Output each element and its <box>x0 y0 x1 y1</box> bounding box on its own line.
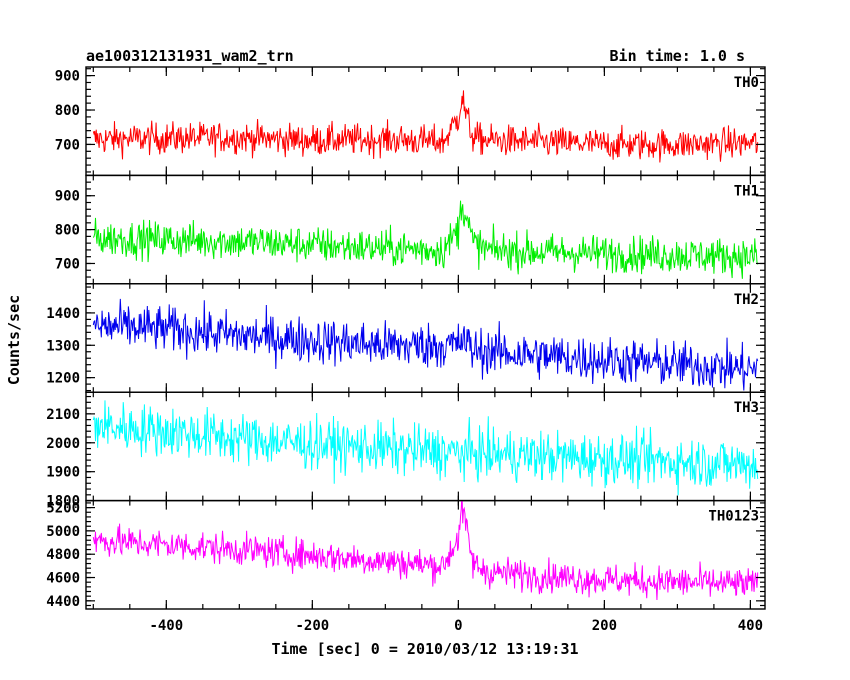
x-tick-label: 0 <box>454 618 462 634</box>
y-axis-label: Counts/sec <box>5 295 23 385</box>
bin-time-label: Bin time: 1.0 s <box>610 47 745 65</box>
panel-th0-frame <box>85 66 766 177</box>
y-tick-label: 4600 <box>46 571 80 587</box>
y-tick-label: 4800 <box>46 547 80 563</box>
series-label-th2: TH2 <box>734 292 759 308</box>
panel-th0123-frame <box>85 499 766 610</box>
series-th1-line <box>92 200 759 279</box>
y-tick-label: 700 <box>55 256 80 272</box>
x-tick-label: -200 <box>295 618 329 634</box>
series-th3-line <box>92 400 759 496</box>
y-tick-label: 5200 <box>46 501 80 517</box>
series-label-th0: TH0 <box>734 75 759 91</box>
series-label-th1: TH1 <box>734 183 759 199</box>
x-tick-label: 400 <box>738 618 763 634</box>
y-tick-label: 1900 <box>46 465 80 481</box>
y-tick-label: 800 <box>55 223 80 239</box>
series-label-th3: TH3 <box>734 400 759 416</box>
y-tick-label: 2000 <box>46 436 80 452</box>
y-tick-label: 1400 <box>46 306 80 322</box>
x-axis-label: Time [sec] 0 = 2010/03/12 13:19:31 <box>271 640 578 658</box>
y-tick-label: 800 <box>55 103 80 119</box>
series-th0-line <box>92 90 759 163</box>
y-tick-label: 900 <box>55 189 80 205</box>
y-tick-label: 1300 <box>46 338 80 354</box>
y-tick-label: 1200 <box>46 371 80 387</box>
y-tick-label: 2100 <box>46 407 80 423</box>
x-axis: -400 -200 0 200 400 <box>149 618 763 634</box>
panels-group: TH0 700 800 900 TH1 700 800 900 TH2 1200 1300 1400 T… <box>46 66 766 610</box>
y-tick-label: 1800 <box>46 494 80 510</box>
series-label-th0123: TH0123 <box>708 509 759 525</box>
y-tick-label: 5000 <box>46 524 80 540</box>
y-tick-label: 900 <box>55 69 80 85</box>
y-tick-label: 4400 <box>46 594 80 610</box>
x-tick-label: -400 <box>149 618 183 634</box>
series-th0123-line <box>92 500 759 601</box>
series-th2-line <box>92 298 759 391</box>
chart-title: ae100312131931_wam2_trn <box>86 47 294 65</box>
y-tick-label: 700 <box>55 137 80 153</box>
x-tick-label: 200 <box>592 618 617 634</box>
